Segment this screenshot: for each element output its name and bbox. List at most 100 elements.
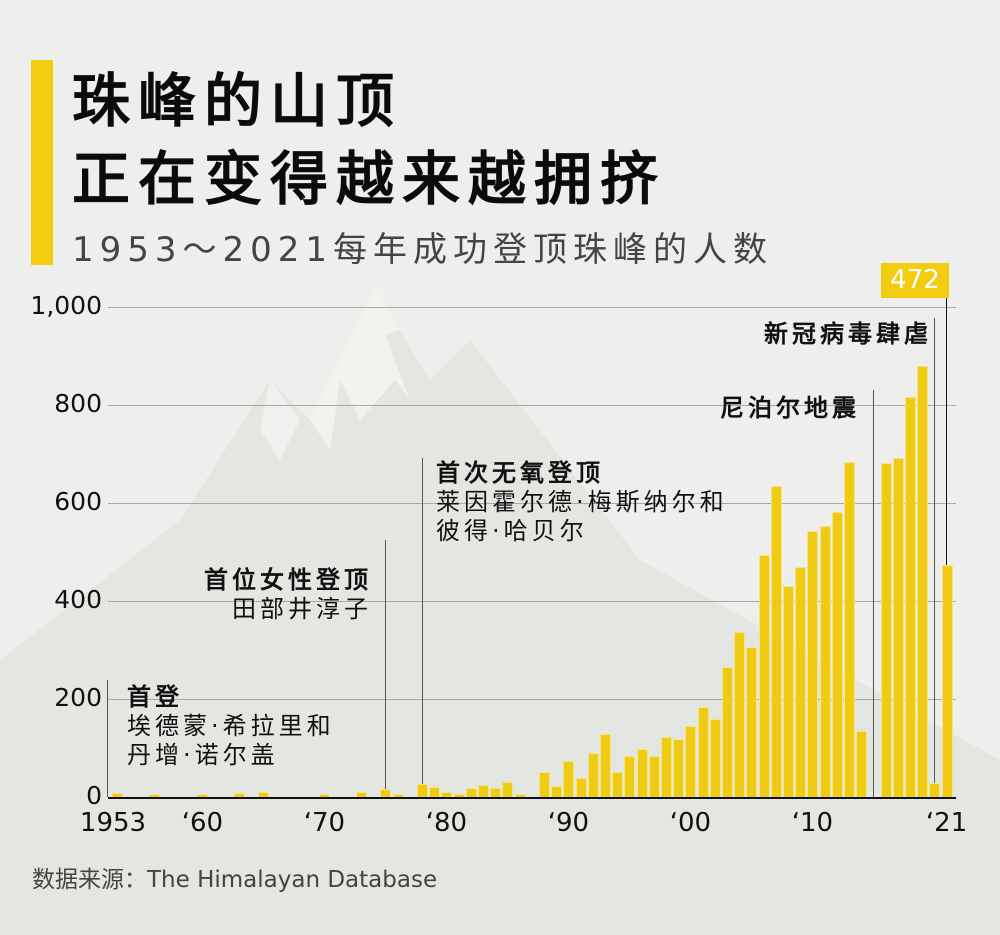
bar-2004 [735,632,745,797]
bar-1982 [466,789,476,797]
bar-1978 [418,785,427,797]
bar-1960 [198,795,208,797]
bar-1973 [357,793,366,797]
bar-1986 [515,795,525,797]
x-tick-label: ‘21 [925,808,968,838]
x-tick-label: 1953 [79,808,147,838]
bar-1980 [442,793,452,797]
x-tick-label: ‘60 [181,808,224,838]
annotation-line-marker [385,540,387,797]
bar-2020 [930,784,940,797]
bar-1994 [613,772,623,797]
title-line-1: 珠峰的山顶 [72,67,403,135]
bar-1989 [552,787,562,797]
bar-2018 [906,398,915,797]
x-tick-label: ‘70 [303,808,346,838]
bar-2002 [710,720,720,797]
bar-1984 [491,789,501,797]
bar-1963 [235,794,244,797]
bar-2013 [845,462,854,797]
bar-1999 [674,740,684,797]
annotation-line: 田部井淳子 [232,595,372,623]
annotation-line: 莱因霍尔德·梅斯纳尔和 [436,488,728,516]
bar-1990 [564,761,574,797]
y-tick-label: 1,000 [30,291,102,320]
annotation-title: 首登 [127,683,183,711]
x-axis-line [108,797,956,799]
annotation-line-marker [945,298,947,797]
x-tick-label: ‘90 [547,808,590,838]
annotation-title: 新冠病毒肆虐 [764,320,932,348]
annotation-first-no-oxygen: 首次无氧登顶 莱因霍尔德·梅斯纳尔和 彼得·哈贝尔 [436,459,728,546]
annotation-title: 首位女性登顶 [204,566,372,594]
bar-2003 [723,668,732,797]
bar-1983 [479,786,488,797]
annotation-line: 丹增·诺尔盖 [127,741,279,769]
gridline [108,699,956,700]
x-tick-label: ‘10 [791,808,834,838]
gridline [108,601,956,602]
bar-1976 [393,795,403,797]
page-title: 珠峰的山顶 正在变得越来越拥挤 [72,62,666,218]
bar-2014 [857,731,867,797]
bar-2012 [832,512,842,797]
bar-2008 [784,586,793,797]
gridline [108,503,956,504]
bar-1970 [320,795,330,797]
annotation-first-woman: 首位女性登顶 田部井淳子 [204,566,372,624]
bar-2006 [759,555,769,797]
bar-1993 [601,734,610,797]
data-source: 数据来源：The Himalayan Database [32,867,438,893]
annotation-line-marker [873,390,875,797]
annotation-line-marker [422,458,423,797]
bar-1981 [454,794,464,797]
bar-1997 [649,756,659,797]
title-line-2: 正在变得越来越拥挤 [72,145,667,213]
bar-1998 [662,738,671,797]
bar-1988 [540,772,549,797]
y-tick-label: 200 [54,683,102,712]
bar-2016 [881,463,891,797]
annotation-covid: 新冠病毒肆虐 [764,320,932,349]
bar-1979 [430,788,440,797]
y-tick-label: 400 [54,585,102,614]
chart-subtitle: 1953～2021每年成功登顶珠峰的人数 [72,230,774,270]
annotation-line: 埃德蒙·希拉里和 [127,712,335,740]
gridline [108,307,956,308]
x-tick-label: ‘80 [425,808,468,838]
annotation-title: 首次无氧登顶 [436,459,604,487]
bar-1996 [637,749,647,797]
title-accent-bar [31,60,53,265]
bar-2000 [686,726,696,797]
bar-2009 [796,568,806,797]
bar-2010 [808,531,818,797]
bar-1985 [503,782,513,797]
bar-1965 [259,792,269,797]
annotation-nepal-earthquake: 尼泊尔地震 [720,394,860,423]
bar-1975 [381,790,391,797]
bar-2011 [820,527,830,797]
y-tick-label: 600 [54,487,102,516]
annotation-line-marker [107,680,108,797]
y-tick-label: 0 [86,781,102,810]
bar-2019 [918,367,928,797]
gridline [108,405,956,406]
bar-2007 [771,486,781,797]
annotation-title: 尼泊尔地震 [720,394,860,422]
annotation-line-marker [934,318,936,797]
annotation-line: 彼得·哈贝尔 [436,517,588,545]
bar-2001 [698,707,708,797]
bar-2017 [893,458,903,797]
x-tick-label: ‘00 [669,808,712,838]
bar-2021 [942,565,952,797]
y-tick-label: 800 [54,389,102,418]
bar-1953 [113,794,122,797]
bar-1995 [625,756,635,797]
annotation-first-ascent: 首登 埃德蒙·希拉里和 丹增·诺尔盖 [127,683,335,770]
bar-1992 [588,753,598,797]
value-badge-2021: 472 [881,263,949,298]
bar-1991 [576,778,586,797]
bar-2005 [747,648,757,797]
bar-1956 [149,795,159,797]
